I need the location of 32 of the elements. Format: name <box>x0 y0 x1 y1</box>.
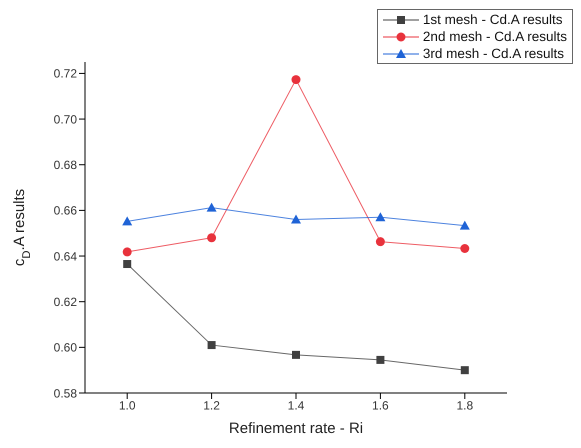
legend-label: 1st mesh - Cd.A results <box>422 11 562 28</box>
legend-label: 2nd mesh - Cd.A results <box>422 28 567 45</box>
point <box>376 237 385 246</box>
x-tick-label: 1.8 <box>456 398 474 413</box>
point <box>122 247 132 256</box>
y-tick-label: 0.70 <box>54 112 78 126</box>
y-tick-label: 0.72 <box>54 66 78 81</box>
y-tick-label: 0.64 <box>54 249 78 264</box>
point <box>292 350 300 359</box>
point <box>375 212 386 222</box>
x-axis-title: Refinement rate - Ri <box>228 420 364 437</box>
point <box>460 366 469 374</box>
point <box>123 260 132 268</box>
x-tick-label: 1.4 <box>288 398 305 413</box>
point <box>291 214 301 224</box>
point <box>460 244 470 253</box>
point <box>207 233 216 242</box>
point <box>376 356 384 364</box>
point <box>208 341 216 350</box>
y-tick-label: 0.66 <box>54 204 78 218</box>
x-tick-label: 1.2 <box>203 398 220 413</box>
y-tick-label: 0.58 <box>54 386 78 400</box>
y-tick-label: 0.62 <box>54 294 78 309</box>
point <box>292 75 300 84</box>
y-tick-label: 0.60 <box>54 340 78 355</box>
x-tick-label: 1.0 <box>118 398 136 413</box>
x-tick-label: 1.6 <box>372 398 390 413</box>
y-tick-label: 0.68 <box>54 158 78 172</box>
legend-label: 3rd mesh - Cd.A results <box>422 45 564 62</box>
point <box>122 216 132 226</box>
point <box>206 202 217 212</box>
point <box>460 220 470 230</box>
